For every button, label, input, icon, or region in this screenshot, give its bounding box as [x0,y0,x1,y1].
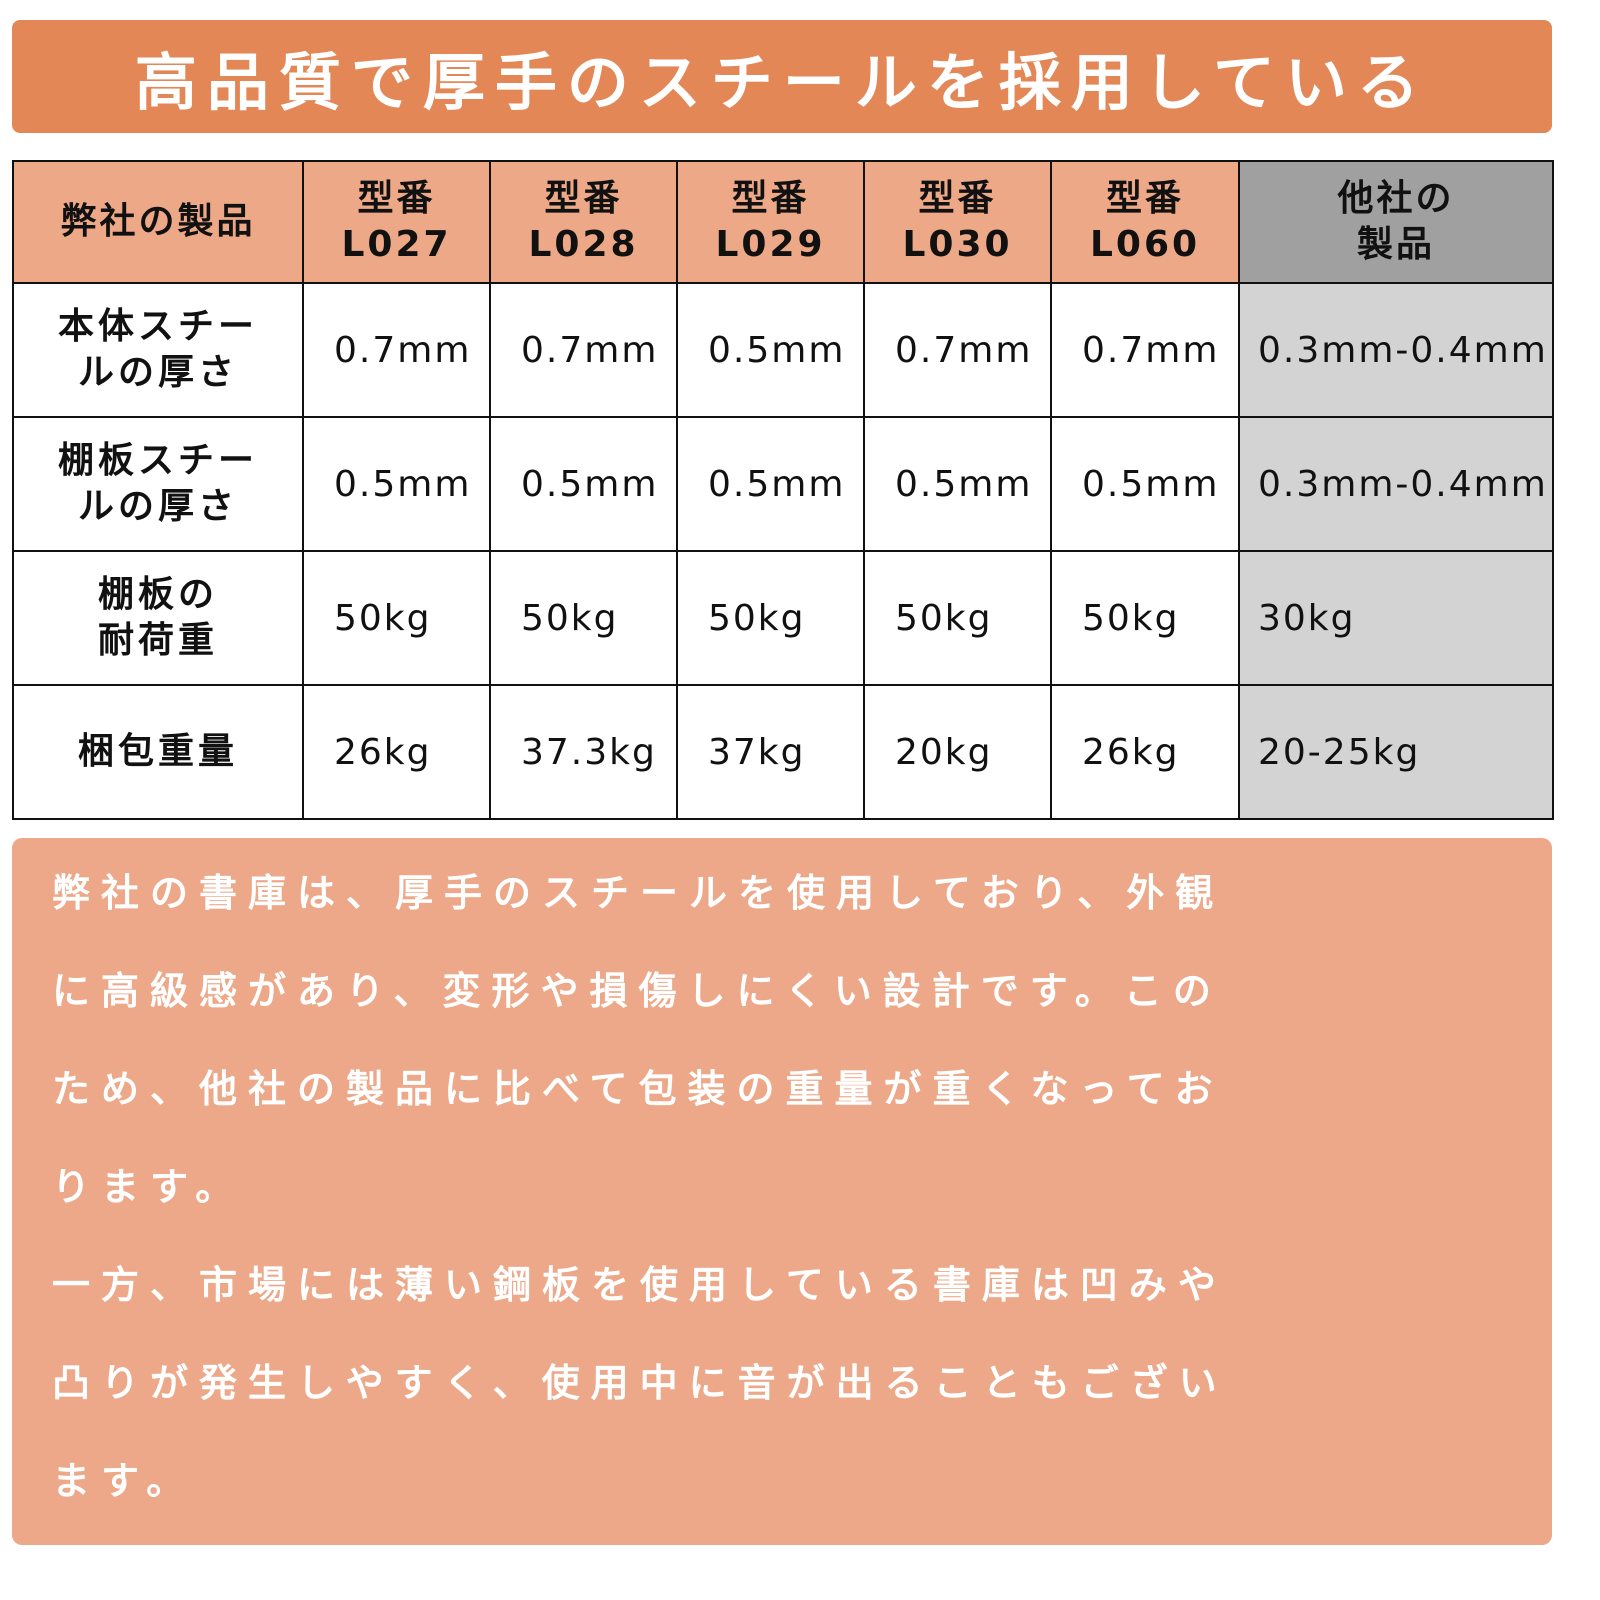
header-line: 型番 [731,178,810,219]
comparison-table: 弊社の製品 型番 L027 型番 L028 型番 L029 型番 L030 型番 L060… [12,160,1554,820]
row-label: 棚板の 耐荷重 [12,550,304,686]
header-line: 他社の [1337,178,1455,219]
row-label-line: 耐荷重 [97,620,218,661]
value-cell: 50kg [1050,550,1240,686]
description-line: 一方、市場には薄い鋼板を使用している書庫は凹みや [52,1263,1227,1307]
table-row: 棚板スチー ルの厚さ 0.5mm 0.5mm 0.5mm 0.5mm 0.5mm 0.3mm-… [12,416,1554,552]
header-line: 型番 [357,178,436,219]
row-label-line: 棚板スチー [57,440,258,481]
value-cell: 0.5mm [863,416,1052,552]
row-label-line: 棚板の [97,574,218,615]
value-cell: 0.5mm [676,416,865,552]
model-number: L030 [902,224,1013,265]
value-cell: 26kg [302,684,491,820]
value-cell: 0.7mm [863,282,1052,418]
column-header: 型番 L060 [1050,160,1240,284]
header-line: 型番 [1105,178,1184,219]
row-label-line: ルの厚さ [77,352,238,393]
column-header: 型番 L030 [863,160,1052,284]
row-label-line: ルの厚さ [77,486,238,527]
value-cell: 37kg [676,684,865,820]
other-products-header: 他社の 製品 [1238,160,1554,284]
description-line: に高級感があり、変形や損傷しにくい設計です。この [52,969,1222,1013]
header-row: 弊社の製品 型番 L027 型番 L028 型番 L029 型番 L030 型番 L060… [12,160,1554,284]
row-label-line: 梱包重量 [77,731,238,772]
other-product-cell: 0.3mm-0.4mm [1238,416,1554,552]
value-cell: 26kg [1050,684,1240,820]
value-cell: 0.5mm [302,416,491,552]
description-line: ため、他社の製品に比べて包装の重量が重くなってお [52,1067,1224,1111]
row-label: 梱包重量 [12,684,304,820]
description-line: 弊社の書庫は、厚手のスチールを使用しており、外観 [52,871,1225,915]
value-cell: 0.5mm [676,282,865,418]
model-number: L060 [1089,224,1201,265]
header-line: 製品 [1356,224,1435,265]
value-cell: 0.5mm [489,416,678,552]
value-cell: 20kg [863,684,1052,820]
other-product-cell: 20-25kg [1238,684,1554,820]
other-product-cell: 0.3mm-0.4mm [1238,282,1554,418]
value-cell: 0.5mm [1050,416,1240,552]
value-cell: 0.7mm [302,282,491,418]
value-cell: 50kg [863,550,1052,686]
description-line: ります。 [52,1165,245,1209]
value-cell: 50kg [676,550,865,686]
title-banner: 高品質で厚手のスチールを採用している [12,20,1552,133]
value-cell: 0.7mm [1050,282,1240,418]
model-number: L028 [528,224,639,265]
row-label: 本体スチー ルの厚さ [12,282,304,418]
table-row: 本体スチー ルの厚さ 0.7mm 0.7mm 0.5mm 0.7mm 0.7mm 0.3mm-… [12,282,1554,418]
description-line: 凸りが発生しやすく、使用中に音が出ることもござい [52,1361,1228,1405]
column-header: 型番 L027 [302,160,491,284]
value-cell: 50kg [302,550,491,686]
corner-header: 弊社の製品 [12,160,304,284]
other-product-cell: 30kg [1238,550,1554,686]
row-label-line: 本体スチー [57,306,258,347]
model-number: L029 [715,224,826,265]
table-row: 梱包重量 26kg 37.3kg 37kg 20kg 26kg 20-25kg [12,684,1554,820]
column-header: 型番 L029 [676,160,865,284]
description-box: 弊社の書庫は、厚手のスチールを使用しており、外観 に高級感があり、変形や損傷しにく… [12,838,1552,1545]
table-row: 棚板の 耐荷重 50kg 50kg 50kg 50kg 50kg 30kg [12,550,1554,686]
value-cell: 0.7mm [489,282,678,418]
header-line: 型番 [544,178,623,219]
description-line: ます。 [52,1459,196,1503]
model-number: L027 [341,224,452,265]
header-line: 型番 [918,178,997,219]
row-label: 棚板スチー ルの厚さ [12,416,304,552]
value-cell: 50kg [489,550,678,686]
value-cell: 37.3kg [489,684,678,820]
column-header: 型番 L028 [489,160,678,284]
